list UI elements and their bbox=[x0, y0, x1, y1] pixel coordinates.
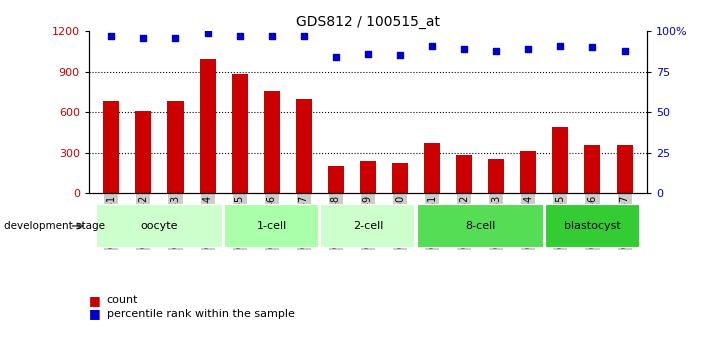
Bar bbox=[296, 99, 312, 193]
Bar bbox=[360, 161, 376, 193]
Text: 1-cell: 1-cell bbox=[257, 221, 287, 231]
Text: 8-cell: 8-cell bbox=[465, 221, 496, 231]
Point bbox=[491, 48, 502, 53]
Text: percentile rank within the sample: percentile rank within the sample bbox=[107, 309, 294, 319]
Text: 2-cell: 2-cell bbox=[353, 221, 383, 231]
Text: count: count bbox=[107, 295, 138, 305]
FancyBboxPatch shape bbox=[321, 205, 415, 247]
Text: development stage: development stage bbox=[4, 221, 105, 231]
Text: ■: ■ bbox=[89, 294, 101, 307]
FancyBboxPatch shape bbox=[545, 205, 640, 247]
Bar bbox=[616, 145, 633, 193]
Bar bbox=[584, 145, 601, 193]
Point bbox=[330, 54, 341, 60]
Bar bbox=[488, 159, 504, 193]
Bar bbox=[135, 111, 151, 193]
Point bbox=[362, 51, 374, 57]
Point bbox=[587, 45, 598, 50]
Point bbox=[170, 35, 181, 40]
Text: ■: ■ bbox=[89, 307, 101, 321]
Bar bbox=[232, 74, 247, 193]
Bar bbox=[168, 101, 183, 193]
Bar bbox=[424, 143, 440, 193]
Bar bbox=[520, 151, 536, 193]
FancyBboxPatch shape bbox=[417, 205, 544, 247]
Bar bbox=[552, 127, 568, 193]
Bar bbox=[264, 90, 279, 193]
Point bbox=[427, 43, 438, 48]
Bar bbox=[392, 164, 408, 193]
Title: GDS812 / 100515_at: GDS812 / 100515_at bbox=[296, 14, 440, 29]
Text: oocyte: oocyte bbox=[141, 221, 178, 231]
Point bbox=[298, 33, 309, 39]
Point bbox=[202, 30, 213, 36]
Bar bbox=[456, 155, 472, 193]
Bar bbox=[103, 101, 119, 193]
Bar bbox=[328, 166, 344, 193]
Point bbox=[555, 43, 566, 48]
Point bbox=[459, 46, 470, 52]
Point bbox=[395, 52, 406, 58]
Point bbox=[266, 33, 277, 39]
FancyBboxPatch shape bbox=[224, 205, 319, 247]
Point bbox=[523, 46, 534, 52]
Text: blastocyst: blastocyst bbox=[564, 221, 621, 231]
Point bbox=[619, 48, 630, 53]
Point bbox=[234, 33, 245, 39]
Point bbox=[106, 33, 117, 39]
Point bbox=[138, 35, 149, 40]
FancyBboxPatch shape bbox=[96, 205, 223, 247]
Bar bbox=[200, 59, 215, 193]
